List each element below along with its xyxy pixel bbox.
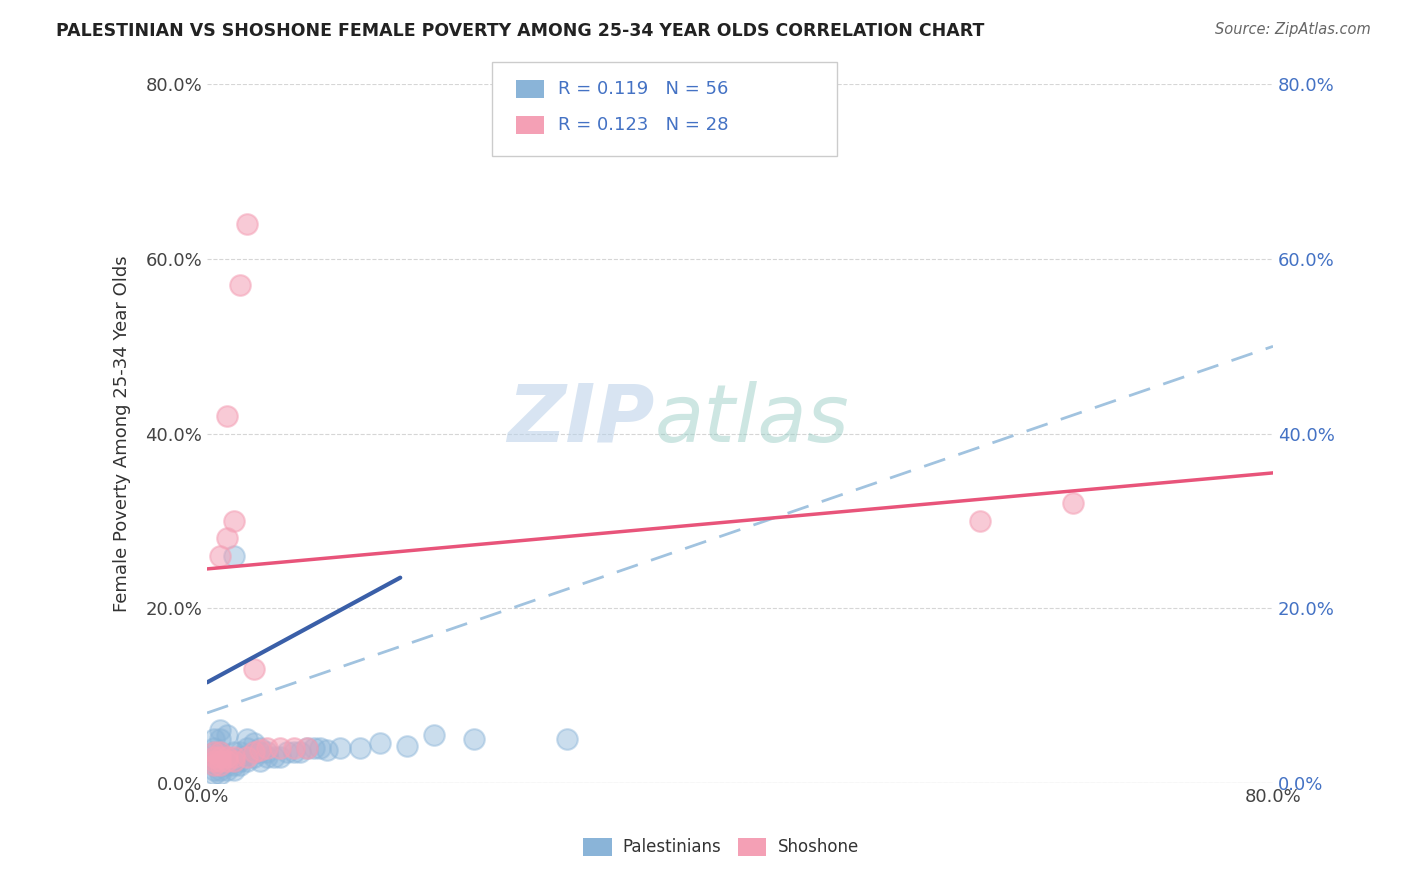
Point [209, 732, 232, 747]
Point [229, 745, 252, 759]
Point [969, 514, 991, 528]
Point [209, 745, 232, 759]
Point [349, 740, 371, 755]
Point [242, 745, 264, 759]
Point [209, 749, 232, 764]
Point [202, 763, 225, 777]
Point [242, 662, 264, 676]
Point [209, 754, 232, 768]
Point [229, 278, 252, 293]
Text: R = 0.119   N = 56: R = 0.119 N = 56 [558, 80, 728, 98]
Point [202, 745, 225, 759]
Point [242, 737, 264, 751]
Point [222, 763, 245, 777]
Point [202, 749, 225, 764]
Point [229, 754, 252, 768]
Point [215, 749, 238, 764]
Point [209, 549, 232, 563]
Text: Shoshone: Shoshone [778, 838, 859, 856]
Point [202, 732, 225, 747]
Point [329, 740, 352, 755]
Point [202, 749, 225, 764]
Point [236, 217, 259, 231]
Point [290, 745, 312, 759]
Point [422, 728, 444, 742]
Text: R = 0.123   N = 28: R = 0.123 N = 28 [558, 116, 728, 134]
Point [222, 549, 245, 563]
Point [309, 740, 332, 755]
Point [229, 749, 252, 764]
Point [215, 532, 238, 546]
Point [395, 739, 418, 753]
Point [215, 409, 238, 424]
Point [236, 740, 259, 755]
Point [263, 749, 285, 764]
Point [202, 767, 225, 781]
Point [209, 723, 232, 738]
Point [295, 740, 318, 755]
Point [222, 749, 245, 764]
Point [229, 758, 252, 772]
Point [209, 749, 232, 764]
Point [316, 742, 339, 756]
Point [283, 740, 305, 755]
Point [202, 754, 225, 768]
Point [202, 758, 225, 772]
Point [269, 740, 291, 755]
Point [209, 763, 232, 777]
Point [236, 732, 259, 747]
Point [256, 740, 278, 755]
Y-axis label: Female Poverty Among 25-34 Year Olds: Female Poverty Among 25-34 Year Olds [114, 255, 131, 612]
Point [555, 732, 578, 747]
Point [202, 740, 225, 755]
Point [202, 754, 225, 768]
Point [256, 749, 278, 764]
Point [222, 745, 245, 759]
Point [276, 745, 298, 759]
Point [222, 754, 245, 768]
Point [222, 758, 245, 772]
Point [215, 754, 238, 768]
Point [295, 740, 318, 755]
Point [202, 745, 225, 759]
Text: Palestinians: Palestinians [623, 838, 721, 856]
Point [215, 749, 238, 764]
Point [249, 745, 271, 759]
Point [249, 742, 271, 756]
Point [209, 754, 232, 768]
Point [222, 754, 245, 768]
Point [302, 740, 325, 755]
Text: Source: ZipAtlas.com: Source: ZipAtlas.com [1215, 22, 1371, 37]
Text: ZIP: ZIP [508, 381, 655, 458]
Point [209, 767, 232, 781]
Point [209, 758, 232, 772]
Text: PALESTINIAN VS SHOSHONE FEMALE POVERTY AMONG 25-34 YEAR OLDS CORRELATION CHART: PALESTINIAN VS SHOSHONE FEMALE POVERTY A… [56, 22, 984, 40]
Point [256, 745, 278, 759]
Point [249, 754, 271, 768]
Point [269, 749, 291, 764]
Point [236, 749, 259, 764]
Point [1062, 496, 1084, 510]
Point [242, 745, 264, 759]
Point [249, 740, 271, 755]
Point [242, 749, 264, 764]
Point [222, 514, 245, 528]
Point [215, 763, 238, 777]
Point [209, 758, 232, 772]
Point [368, 737, 391, 751]
Point [283, 745, 305, 759]
Point [209, 745, 232, 759]
Point [236, 754, 259, 768]
Point [215, 758, 238, 772]
Point [463, 732, 485, 747]
Text: atlas: atlas [655, 381, 849, 458]
Point [215, 728, 238, 742]
Point [202, 758, 225, 772]
